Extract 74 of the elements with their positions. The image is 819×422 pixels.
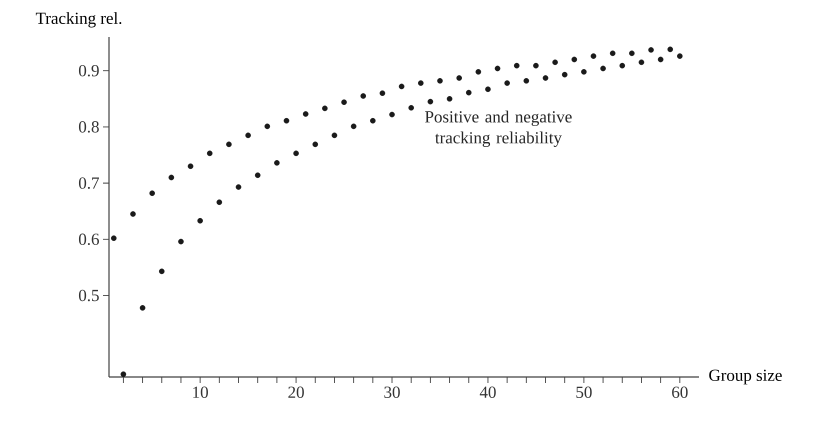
x-tick-label: 50 <box>576 386 592 398</box>
point <box>178 238 184 244</box>
point <box>658 56 664 62</box>
point <box>629 50 635 56</box>
point <box>188 163 194 170</box>
point <box>197 218 203 224</box>
point <box>389 112 395 118</box>
point <box>476 69 482 75</box>
point <box>236 184 242 190</box>
x-tick-label: 40 <box>480 386 496 398</box>
point <box>168 174 174 180</box>
point <box>428 98 434 104</box>
point <box>562 72 568 78</box>
point <box>590 53 596 59</box>
point <box>206 150 213 156</box>
point <box>446 96 452 102</box>
point <box>466 90 472 96</box>
y-tick-label: 0.9 <box>78 64 99 76</box>
point <box>638 59 644 66</box>
point <box>149 190 155 196</box>
point <box>274 160 280 166</box>
y-tick-label: 0.5 <box>78 290 99 302</box>
point <box>341 99 347 105</box>
point <box>600 66 606 72</box>
point <box>542 75 548 81</box>
point <box>485 86 491 92</box>
point <box>370 118 376 124</box>
point <box>398 84 404 90</box>
point <box>494 66 500 72</box>
point <box>360 93 366 99</box>
point <box>619 62 626 68</box>
y-tick-label: 0.8 <box>78 121 99 133</box>
x-tick-label: 30 <box>384 386 400 398</box>
point <box>216 199 222 206</box>
point <box>677 53 683 59</box>
point <box>254 172 260 178</box>
x-tick-label: 10 <box>193 386 208 398</box>
point <box>504 80 510 86</box>
point <box>350 124 356 130</box>
point <box>158 268 165 274</box>
point <box>380 90 386 96</box>
y-tick-label: 0.7 <box>78 177 99 189</box>
y-tick-label: 0.6 <box>78 234 99 246</box>
point <box>437 78 443 84</box>
point <box>284 118 290 124</box>
point <box>302 111 308 117</box>
point <box>110 235 117 241</box>
point <box>571 56 578 62</box>
point <box>581 69 587 75</box>
point <box>524 78 530 84</box>
point <box>610 50 616 56</box>
x-axis-title: Group size <box>709 370 782 384</box>
point <box>456 75 462 81</box>
point <box>332 132 338 138</box>
point <box>312 142 318 148</box>
point <box>418 80 424 86</box>
point <box>322 106 328 112</box>
point <box>293 150 299 156</box>
point <box>140 305 146 311</box>
point <box>408 105 414 111</box>
point <box>120 371 126 377</box>
point <box>514 62 520 68</box>
y-axis-title: Tracking rel. <box>36 12 122 28</box>
point <box>226 142 232 148</box>
point <box>667 46 674 52</box>
point <box>245 132 251 138</box>
point <box>264 124 270 130</box>
annotation: Positive and negative tracking reliability <box>425 110 572 147</box>
x-tick-label: 20 <box>288 386 304 398</box>
point <box>130 211 136 217</box>
point <box>648 47 654 53</box>
x-tick-label: 60 <box>672 386 688 398</box>
point <box>533 62 539 68</box>
point <box>552 59 558 66</box>
